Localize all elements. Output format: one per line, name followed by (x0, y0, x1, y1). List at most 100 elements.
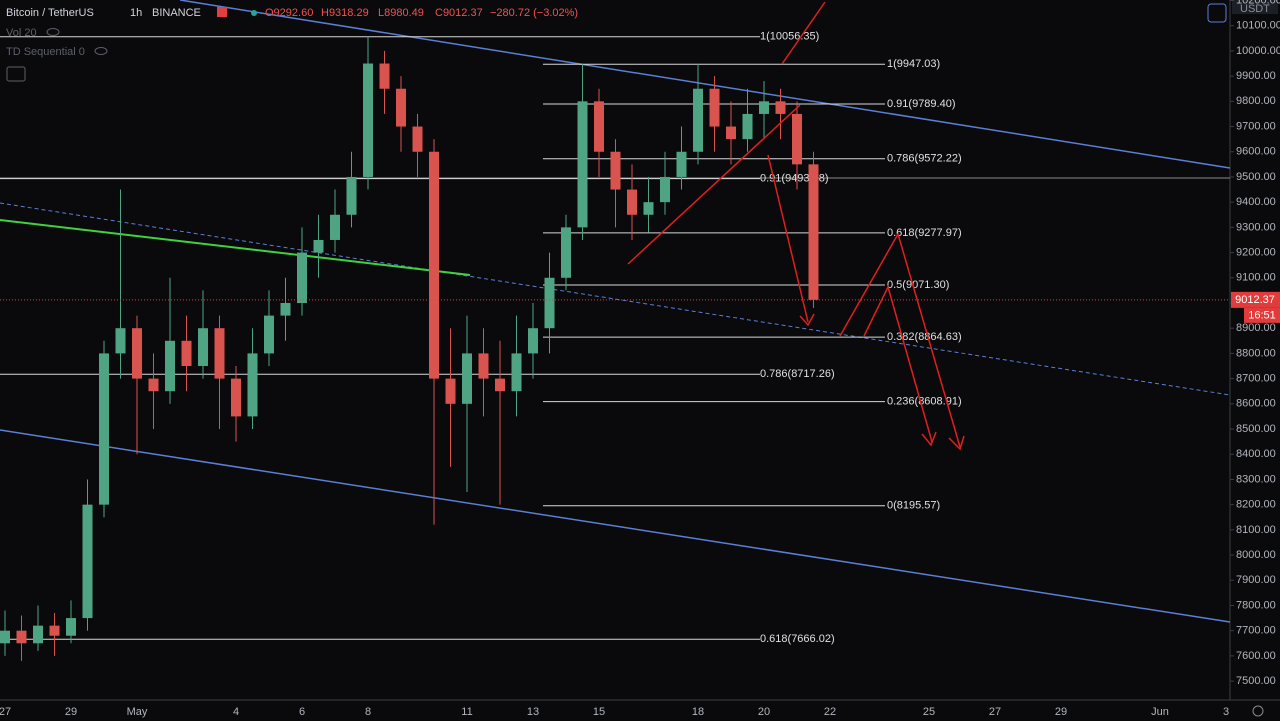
ohlc-open: O9292.60 (265, 7, 313, 19)
candle-body (280, 302, 291, 316)
candle-body (363, 63, 373, 177)
x-tick-label: 15 (593, 706, 605, 718)
candle-body (247, 353, 258, 417)
candle-body (330, 214, 340, 240)
fib-label: 0.786(8717.26) (760, 368, 835, 380)
candle-body (412, 126, 423, 152)
candle-body (445, 378, 456, 404)
y-tick-label: 10000.00 (1236, 45, 1280, 57)
fib-label: 0(8195.57) (887, 500, 940, 512)
fib-label: 0.5(9071.30) (887, 279, 949, 291)
currency-label: USDT (1240, 3, 1270, 15)
flag-icon[interactable] (217, 7, 227, 17)
candle-body (115, 328, 126, 354)
candle-body (82, 504, 93, 619)
candle-body (775, 101, 786, 114)
y-tick-label: 7700.00 (1236, 625, 1276, 637)
arrow-head (921, 431, 937, 447)
settings-icon[interactable] (1252, 705, 1264, 717)
eye-icon[interactable] (94, 47, 108, 55)
y-tick-label: 9600.00 (1236, 146, 1276, 158)
fib-label: 0.382(8864.63) (887, 331, 962, 343)
candle-body (759, 101, 769, 114)
candle-body (577, 101, 588, 228)
candle-body (49, 625, 60, 636)
y-tick-label: 8700.00 (1236, 373, 1276, 385)
x-tick-label: 6 (299, 706, 305, 718)
fib-label: 0.236(8608.91) (887, 395, 962, 407)
y-tick-label: 8100.00 (1236, 524, 1276, 536)
candle-body (495, 378, 505, 392)
candle-body (264, 315, 274, 354)
collapse-button[interactable] (6, 66, 26, 82)
candle-body (643, 202, 654, 215)
candle-body (379, 63, 390, 89)
x-tick-label: 18 (692, 706, 704, 718)
countdown-label: 16:51 (1248, 309, 1276, 321)
eye-icon[interactable] (46, 28, 60, 36)
candle-body (148, 378, 159, 392)
candle-body (181, 340, 192, 367)
x-tick-label: 22 (824, 706, 836, 718)
y-tick-label: 9100.00 (1236, 272, 1276, 284)
candle-body (231, 378, 241, 417)
y-tick-label: 9300.00 (1236, 221, 1276, 233)
x-tick-label: 27 (0, 706, 11, 718)
ohlc-high: H9318.29 (321, 7, 369, 19)
x-tick-label: May (127, 706, 148, 718)
screenshot-button[interactable] (1207, 3, 1227, 23)
indicator-label[interactable]: Vol 20 (6, 27, 37, 39)
fib-label: 0.91(9789.40) (887, 98, 956, 110)
y-tick-label: 8200.00 (1236, 499, 1276, 511)
candle-body (429, 151, 439, 379)
candles (0, 36, 819, 661)
x-tick-label: 29 (65, 706, 77, 718)
arrow-line (781, 1, 826, 65)
ohlc-low: L8980.49 (378, 7, 424, 19)
y-tick-label: 9500.00 (1236, 171, 1276, 183)
currency-box (1232, 0, 1278, 14)
x-tick-label: 27 (989, 706, 1001, 718)
trend-line (0, 429, 1231, 623)
fib-label: 0.786(9572.22) (887, 153, 962, 165)
fib-label: 0.618(7666.02) (760, 633, 835, 645)
candle-body (132, 328, 142, 379)
y-tick-label: 8400.00 (1236, 448, 1276, 460)
x-tick-label: 20 (758, 706, 770, 718)
candle-body (0, 630, 10, 644)
y-tick-label: 8600.00 (1236, 398, 1276, 410)
y-tick-label: 10100.00 (1236, 20, 1280, 32)
header: Bitcoin / TetherUS 1h BINANCE O9292.60 H… (6, 3, 1264, 717)
drawings: 1(10056.35)0.91(9493.18)0.786(8717.26)0.… (0, 0, 1231, 645)
y-tick-label: 8900.00 (1236, 322, 1276, 334)
y-tick-label: 9900.00 (1236, 70, 1276, 82)
x-tick-label: 3 (1223, 706, 1229, 718)
candle-body (544, 277, 555, 329)
indicator-label[interactable]: TD Sequential 0 (6, 46, 85, 58)
candle-body (693, 88, 703, 152)
candle-body (511, 353, 522, 392)
candle-body (660, 176, 670, 203)
ohlc-change: −280.72 (−3.02%) (490, 7, 578, 19)
x-tick-label: Jun (1151, 706, 1169, 718)
y-tick-label: 10200.00 (1236, 0, 1280, 6)
candle-body (676, 151, 687, 177)
arrow (767, 154, 809, 323)
exchange: BINANCE (152, 7, 201, 19)
candle-body (627, 189, 637, 215)
y-tick-label: 9800.00 (1236, 95, 1276, 107)
fib-label: 0.618(9277.97) (887, 227, 962, 239)
y-tick-label: 7500.00 (1236, 675, 1276, 687)
arrows (627, 1, 965, 451)
candle-body (66, 618, 76, 636)
y-tick-label: 7800.00 (1236, 599, 1276, 611)
arrow-head (948, 435, 965, 451)
status-dot (251, 10, 257, 16)
trend-line (179, 0, 1231, 169)
candle-body (297, 252, 307, 303)
candle-body (808, 164, 819, 300)
candle-body (709, 88, 720, 127)
trend-line-dashed (0, 202, 1231, 396)
